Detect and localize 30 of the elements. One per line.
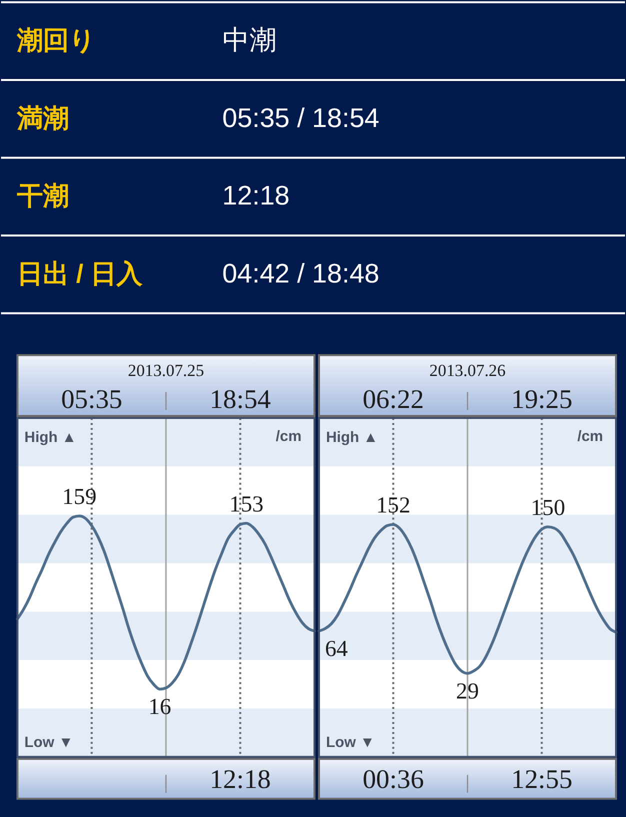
annotation: High ▲ <box>24 428 77 446</box>
text: 06:22 <box>362 384 424 414</box>
y-axis-title: /cm <box>577 428 604 445</box>
annotation: Low ▼ <box>326 734 375 751</box>
text: 05:35 / 18:54 <box>222 102 380 133</box>
data-label: 16 <box>148 694 172 720</box>
data-label: 153 <box>229 491 264 516</box>
data-label: 64 <box>324 636 348 661</box>
text: 19:25 <box>511 384 572 414</box>
text: 04:42 / 18:48 <box>222 258 380 288</box>
text: 00:36 <box>362 764 424 794</box>
data-label: 150 <box>530 494 566 520</box>
text: 12:18 <box>222 180 290 211</box>
text: 日出 / 日入 <box>16 259 144 288</box>
text: 05:35 <box>61 384 122 414</box>
annotation: High ▲ <box>326 428 378 446</box>
annotation: Low ▼ <box>24 734 74 751</box>
chart-title: 2013.07.25 <box>128 361 204 380</box>
data-label: 29 <box>456 678 479 704</box>
data-label: 152 <box>376 492 410 518</box>
data-label: 159 <box>62 484 97 510</box>
text: 潮回り <box>16 27 96 56</box>
chart-title: 2013.07.26 <box>429 361 506 380</box>
text: 中潮 <box>222 25 276 56</box>
y-axis-title: /cm <box>276 428 302 445</box>
text: 満潮 <box>16 104 69 133</box>
text: 12:55 <box>511 764 572 794</box>
text: 干潮 <box>16 182 69 211</box>
text: 12:18 <box>210 764 271 794</box>
text: 18:54 <box>210 384 272 414</box>
